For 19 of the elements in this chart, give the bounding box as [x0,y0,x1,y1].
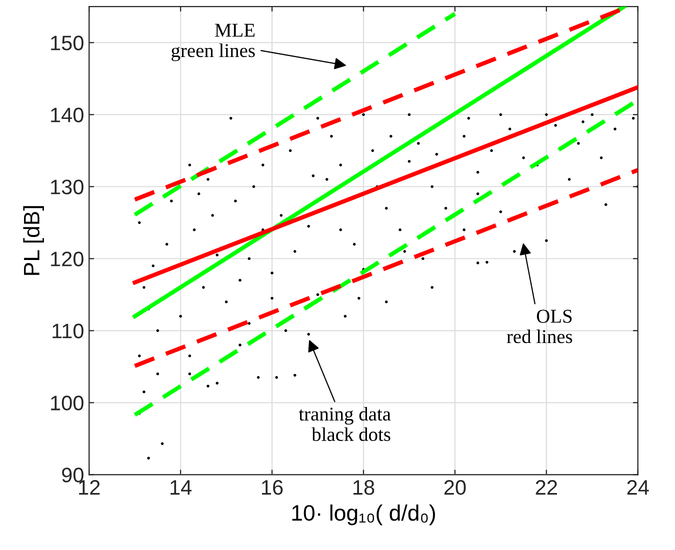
y-axis-title: PL [dB] [23,206,44,275]
annotation: MLE green lines [172,24,255,62]
y-tick-label: 130 [51,180,84,194]
x-tick-label: 12 [79,480,100,495]
y-tick-label: 100 [51,396,84,410]
y-tick-label: 150 [51,36,84,50]
x-axis-title: 10· log₁₀( d/d₀) [292,504,435,526]
x-tick-label: 22 [536,480,557,495]
y-tick-label: 140 [51,108,84,122]
y-tick-label: 110 [52,324,84,338]
annotation: OLS red lines [506,310,572,344]
y-tick-label: 120 [51,252,84,266]
y-tick-label: 90 [62,468,84,482]
x-tick-label: 16 [262,480,283,495]
x-tick-label: 20 [444,480,466,495]
annotation: traning data black dots [298,406,391,442]
x-tick-label: 24 [627,480,649,495]
x-tick-label: 18 [353,480,374,495]
x-tick-label: 14 [170,480,192,495]
